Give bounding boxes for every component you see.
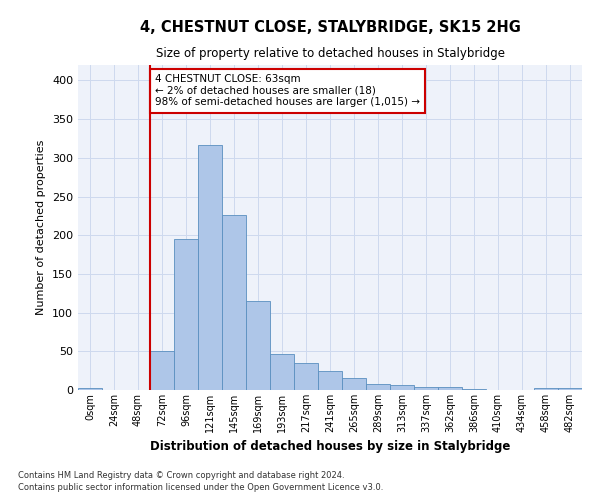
Bar xyxy=(246,301,270,390)
Bar xyxy=(438,387,462,390)
Text: Contains HM Land Registry data © Crown copyright and database right 2024.: Contains HM Land Registry data © Crown c… xyxy=(18,471,344,480)
Bar xyxy=(366,384,390,390)
Bar xyxy=(558,388,582,390)
Text: 4 CHESTNUT CLOSE: 63sqm
← 2% of detached houses are smaller (18)
98% of semi-det: 4 CHESTNUT CLOSE: 63sqm ← 2% of detached… xyxy=(155,74,420,108)
Bar xyxy=(174,239,198,390)
Bar xyxy=(198,144,222,390)
X-axis label: Distribution of detached houses by size in Stalybridge: Distribution of detached houses by size … xyxy=(150,440,510,454)
Bar xyxy=(294,363,318,390)
Bar xyxy=(534,388,558,390)
Bar xyxy=(390,386,414,390)
Y-axis label: Number of detached properties: Number of detached properties xyxy=(37,140,46,315)
Bar xyxy=(342,378,366,390)
Text: 4, CHESTNUT CLOSE, STALYBRIDGE, SK15 2HG: 4, CHESTNUT CLOSE, STALYBRIDGE, SK15 2HG xyxy=(140,20,520,35)
Bar xyxy=(270,354,294,390)
Text: Contains public sector information licensed under the Open Government Licence v3: Contains public sector information licen… xyxy=(18,484,383,492)
Bar xyxy=(222,215,246,390)
Bar xyxy=(318,370,342,390)
Bar xyxy=(150,350,174,390)
Bar xyxy=(78,388,102,390)
Text: Size of property relative to detached houses in Stalybridge: Size of property relative to detached ho… xyxy=(155,48,505,60)
Bar xyxy=(414,387,438,390)
Bar xyxy=(462,389,486,390)
